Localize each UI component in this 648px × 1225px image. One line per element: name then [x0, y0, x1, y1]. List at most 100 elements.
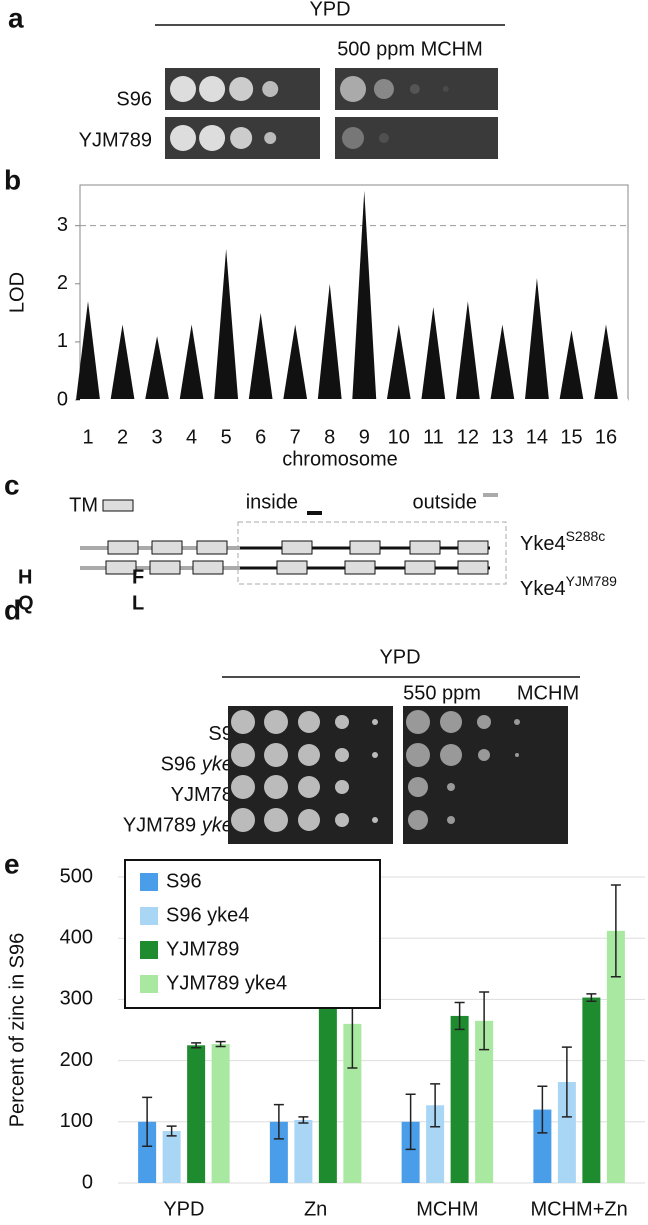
panel-label: a — [8, 2, 24, 33]
protein-name: Yke4 — [520, 578, 566, 600]
bar — [138, 1121, 157, 1183]
strain-name: YJM789 — [123, 815, 196, 837]
lod-peak — [490, 324, 515, 400]
colony-spot — [264, 775, 288, 799]
error-bar — [273, 1103, 284, 1140]
strain-name: YJM789 — [171, 784, 244, 806]
plates — [228, 706, 568, 844]
y-tick-label: 400 — [60, 926, 93, 948]
bar — [318, 997, 337, 1183]
y-axis-label: Percent of zinc in S96 — [6, 933, 28, 1128]
colony-spot — [378, 133, 389, 143]
region-box — [237, 521, 507, 585]
lod-peak — [145, 336, 170, 400]
legend-swatch — [140, 941, 158, 959]
tm-domain — [409, 540, 441, 555]
colony-spot — [231, 808, 255, 832]
bar — [211, 1044, 230, 1183]
colony-spot — [298, 809, 320, 831]
colony-spot — [515, 753, 519, 757]
colony-spot — [264, 808, 288, 832]
colony-spot — [231, 743, 255, 767]
legend-label: YJM789 — [166, 938, 239, 960]
x-tick-label: 5 — [221, 426, 232, 448]
colony-spot — [447, 783, 455, 791]
colony-spot — [231, 775, 255, 799]
bar — [162, 1130, 181, 1183]
colony-spot — [298, 776, 320, 798]
panel-label: c — [4, 469, 20, 500]
bar — [187, 1045, 206, 1183]
tm-domain — [457, 560, 489, 575]
panel-label: d — [4, 594, 21, 625]
colony-spot — [199, 76, 226, 102]
error-bar — [142, 1096, 153, 1148]
x-tick-label: MCHM+Zn — [531, 1198, 628, 1220]
lod-peak — [283, 324, 308, 400]
x-tick-label: 12 — [457, 426, 479, 448]
colony-spot — [231, 710, 255, 734]
tm-domain — [105, 560, 137, 575]
error-bar — [215, 1040, 226, 1048]
x-tick-label: YPD — [163, 1198, 204, 1220]
tm-domain — [196, 540, 228, 555]
bar — [606, 930, 625, 1183]
error-bar — [610, 884, 621, 978]
colony-spot — [170, 125, 196, 151]
colony-spot — [229, 77, 254, 101]
error-bar — [405, 1093, 416, 1151]
residue: H — [18, 566, 32, 588]
error-bar — [166, 1125, 177, 1137]
legend-key — [102, 499, 134, 512]
legend-box — [124, 859, 381, 1009]
y-tick-label: 500 — [60, 865, 93, 887]
tm-domain — [404, 560, 436, 575]
colony-spot — [442, 86, 449, 92]
tm-domain — [457, 540, 489, 555]
x-tick-label: 8 — [324, 426, 335, 448]
x-tick-label: 16 — [595, 426, 617, 448]
colony-spot — [298, 744, 320, 766]
colony-spot — [199, 125, 226, 151]
tm-domain — [151, 540, 183, 555]
error-bar — [191, 1042, 202, 1049]
colony-spot — [409, 84, 420, 94]
y-tick-label: 300 — [60, 988, 93, 1010]
colony-spot — [230, 127, 253, 149]
error-bar — [479, 991, 490, 1051]
bar — [401, 1121, 420, 1183]
y-tick-label: 200 — [60, 1049, 93, 1071]
medium: YPD — [379, 646, 420, 668]
y-tick-label: 0 — [82, 1171, 93, 1193]
medium: YPD — [309, 0, 350, 20]
legend-key — [483, 493, 498, 497]
protein-label: Yke4S288c — [520, 528, 605, 556]
bar — [533, 1109, 552, 1183]
colony-spot — [342, 127, 364, 149]
treatment: MCHM — [517, 682, 579, 704]
x-tick-label: 9 — [359, 426, 370, 448]
error-bar — [430, 1083, 441, 1128]
strain: YJM789 yke4 — [123, 815, 244, 837]
allele: YJM789 — [566, 573, 618, 589]
lod-peak — [421, 307, 446, 400]
treatment: 500 ppm MCHM — [337, 38, 483, 60]
x-tick-label: 11 — [423, 426, 444, 448]
plates — [165, 68, 498, 159]
legend-swatch — [140, 975, 158, 993]
legend-label: S96 yke4 — [166, 904, 249, 926]
tm-domain — [281, 540, 313, 555]
colony-spot — [170, 76, 196, 102]
y-tick-label: 3 — [57, 214, 68, 236]
colony-spot — [264, 132, 277, 144]
colony-spot — [264, 743, 288, 767]
bar — [450, 1015, 469, 1183]
strain: YJM789 — [79, 129, 152, 151]
bar — [582, 997, 601, 1183]
colony-spot — [262, 81, 279, 97]
treatment: 550 ppm — [403, 682, 481, 704]
legend-label: outside — [413, 491, 478, 513]
